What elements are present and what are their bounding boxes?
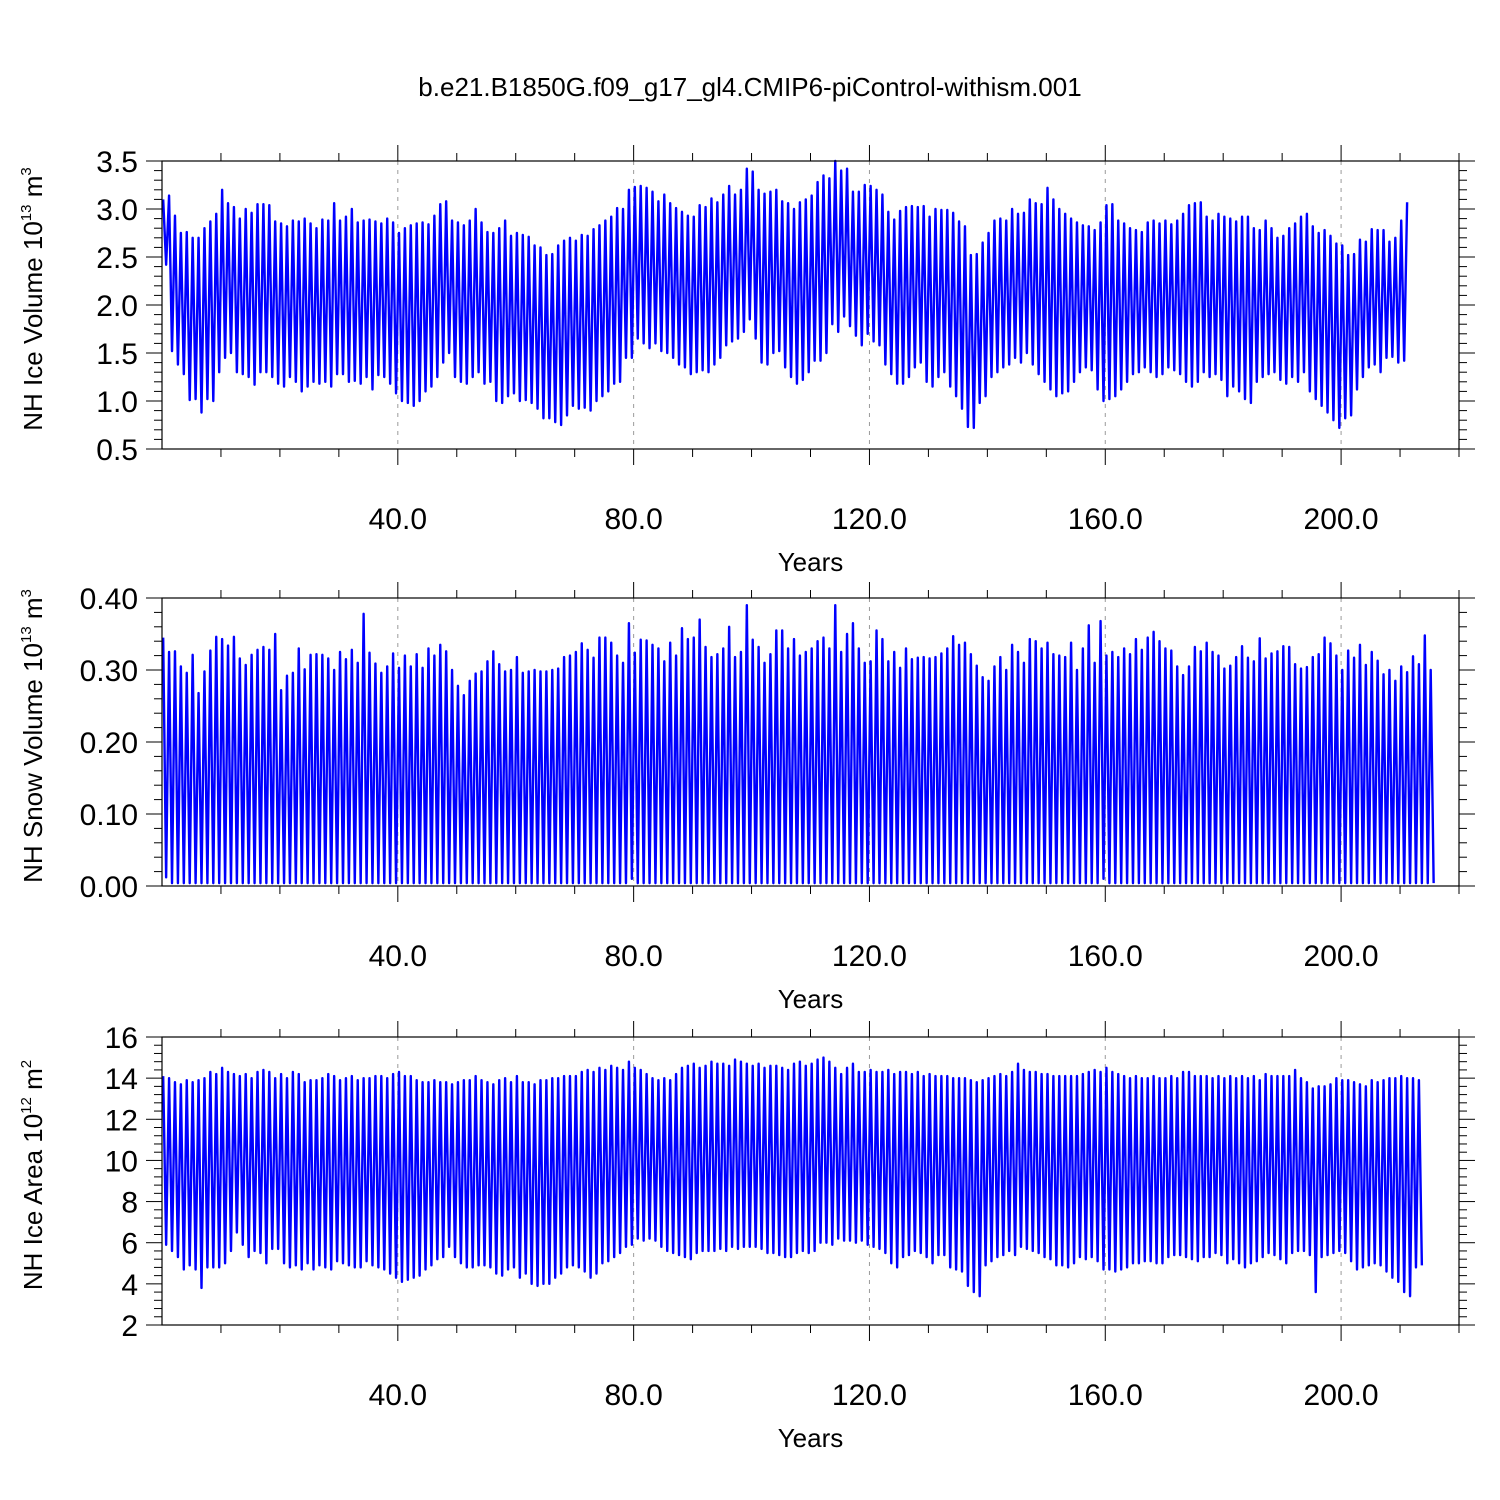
ice-volume-y-tick-label: 2.0 (96, 290, 138, 323)
ice-area-y-tick-label: 6 (121, 1228, 138, 1261)
ice-volume-x-axis-title: Years (778, 547, 844, 577)
ice-area-y-tick-label: 12 (105, 1104, 138, 1137)
snow-volume-y-axis-title-part: NH Snow Volume 10 (18, 643, 48, 883)
chart-panel-snow-volume: 40.0 80.0 120.0 160.0 200.0 0.00 0.10 0.20 0.30 0… (18, 582, 1475, 1014)
snow-volume-y-tick-label: 0.30 (80, 655, 138, 688)
figure-title: b.e21.B1850G.f09_g17_gl4.CMIP6-piControl… (418, 72, 1081, 102)
snow-volume-y-tick-label: 0.00 (80, 871, 138, 904)
snow-volume-y-axis-title-sup: 13 (18, 626, 35, 643)
ice-volume-x-tick-label: 160.0 (1068, 503, 1143, 536)
ice-volume-x-tick-label: 80.0 (604, 503, 662, 536)
ice-volume-y-axis-title-part: NH Ice Volume 10 (18, 221, 48, 431)
ice-area-x-tick-label: 120.0 (832, 1379, 907, 1412)
ice-area-x-tick-label: 40.0 (369, 1379, 427, 1412)
ice-area-x-tick-label: 200.0 (1304, 1379, 1379, 1412)
snow-volume-x-tick-label: 120.0 (832, 940, 907, 973)
ice-volume-y-axis-title-sup: 3 (18, 167, 35, 175)
snow-volume-x-tick-label: 160.0 (1068, 940, 1143, 973)
ice-area-y-axis-title-sup: 12 (18, 1097, 35, 1114)
ice-area-y-tick-label: 2 (121, 1310, 138, 1343)
ice-area-x-axis-title: Years (778, 1423, 844, 1453)
ice-volume-y-tick-label: 2.5 (96, 242, 138, 275)
snow-volume-x-tick-label: 80.0 (604, 940, 662, 973)
ice-volume-x-tick-label: 200.0 (1304, 503, 1379, 536)
snow-volume-x-axis-title: Years (778, 984, 844, 1014)
ice-area-y-axis-title-part: m (18, 1068, 48, 1097)
snow-volume-series-line (161, 604, 1435, 885)
ice-volume-y-axis-title-sup: 13 (18, 204, 35, 221)
ice-area-y-axis-title-sup: 2 (18, 1060, 35, 1068)
ice-area-y-tick-label: 16 (105, 1022, 138, 1055)
ice-volume-series-line (161, 159, 1409, 430)
ice-volume-y-axis-title: NH Ice Volume 1013 m3 (18, 167, 48, 430)
snow-volume-y-axis-title: NH Snow Volume 1013 m3 (18, 589, 48, 883)
snow-volume-x-tick-label: 40.0 (369, 940, 427, 973)
snow-volume-y-tick-label: 0.20 (80, 727, 138, 760)
ice-volume-y-tick-label: 1.5 (96, 338, 138, 371)
ice-area-y-tick-label: 10 (105, 1145, 138, 1178)
ice-area-y-tick-label: 4 (121, 1269, 138, 1302)
ice-volume-x-tick-label: 120.0 (832, 503, 907, 536)
ice-area-y-axis-title: NH Ice Area 1012 m2 (18, 1060, 48, 1290)
snow-volume-x-tick-label: 200.0 (1304, 940, 1379, 973)
ice-area-x-tick-label: 80.0 (604, 1379, 662, 1412)
snow-volume-y-axis-title-sup: 3 (18, 589, 35, 597)
ice-area-y-tick-label: 8 (121, 1187, 138, 1220)
chart-panel-ice-area: 40.0 80.0 120.0 160.0 200.0 2 4 6 8 10 12 14 16 Years… (18, 1021, 1475, 1453)
ice-area-y-axis-title-part: NH Ice Area 10 (18, 1114, 48, 1290)
ice-volume-y-tick-label: 1.0 (96, 386, 138, 419)
chart-panel-ice-volume: 40.0 80.0 120.0 160.0 200.0 0.5 1.0 1.5 2.0 2.5 3.… (18, 145, 1475, 577)
snow-volume-y-axis-title-part: m (18, 597, 48, 626)
ice-volume-y-axis-title-part: m (18, 176, 48, 205)
ice-volume-x-tick-label: 40.0 (369, 503, 427, 536)
ice-volume-y-tick-label: 3.0 (96, 194, 138, 227)
snow-volume-y-tick-label: 0.40 (80, 583, 138, 616)
ice-volume-y-tick-label: 0.5 (96, 434, 138, 467)
ice-area-series-line (161, 1056, 1424, 1298)
ice-volume-y-tick-label: 3.5 (96, 146, 138, 179)
ice-area-x-tick-label: 160.0 (1068, 1379, 1143, 1412)
snow-volume-y-tick-label: 0.10 (80, 799, 138, 832)
ice-area-y-tick-label: 14 (105, 1063, 138, 1096)
